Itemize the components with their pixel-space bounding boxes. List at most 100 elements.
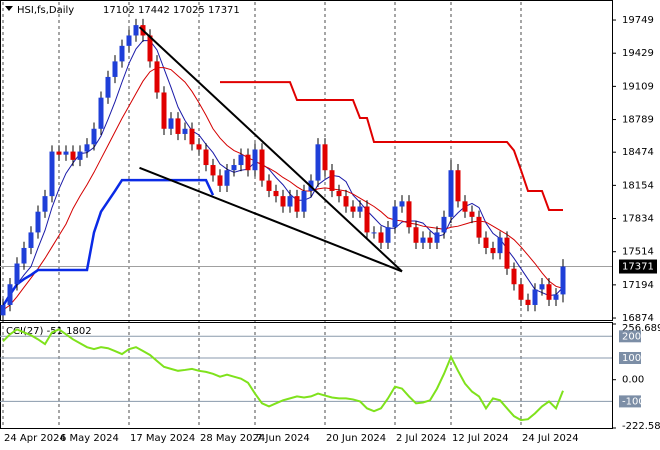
candle-body — [483, 237, 489, 248]
cci-level-box — [619, 395, 641, 408]
candle-body — [84, 144, 90, 152]
candle-body — [56, 151, 62, 155]
candle-body — [343, 196, 349, 207]
cci-level-label: -100 — [622, 396, 645, 407]
candle-body — [266, 180, 272, 191]
candle-body — [21, 247, 27, 264]
candle-body — [399, 201, 405, 207]
candle-body — [392, 206, 398, 228]
x-tick-label: 7 Jun 2024 — [256, 433, 310, 444]
candle-body — [350, 206, 356, 212]
candle-body — [329, 170, 335, 191]
candle-body — [217, 175, 223, 186]
candle-body — [357, 206, 363, 212]
candle-body — [238, 154, 244, 166]
candle-body — [224, 170, 230, 186]
candle-body — [273, 190, 279, 197]
candle-body — [441, 216, 447, 233]
candle-body — [189, 128, 195, 145]
cci-level-label: 200 — [622, 331, 641, 342]
x-tick-label: 6 May 2024 — [60, 433, 119, 444]
candle-body — [525, 299, 531, 305]
x-tick-label: 12 Jul 2024 — [452, 433, 509, 444]
current-price-label: 17371 — [622, 262, 654, 273]
candle-body — [0, 304, 6, 316]
indicator-line — [2, 67, 564, 311]
cci-label: CCI(27) -51.1802 — [6, 326, 92, 337]
candle-body — [406, 201, 412, 228]
candle-body — [322, 144, 328, 171]
candle-body — [259, 149, 265, 181]
candle-body — [63, 151, 69, 155]
y2-tick-label: -222.582 — [622, 421, 660, 432]
x-tick-label: 24 Jul 2024 — [522, 433, 579, 444]
candle-body — [154, 61, 160, 93]
candle-body — [91, 128, 97, 145]
candle-body — [448, 170, 454, 217]
candle-body — [7, 284, 13, 305]
y2-tick-label: 0.00 — [622, 375, 644, 386]
candle-body — [462, 201, 468, 212]
candle-body — [70, 151, 76, 160]
candle-body — [210, 165, 216, 176]
trendline — [138, 26, 403, 273]
candle-body — [560, 266, 566, 295]
candle-body — [539, 284, 545, 290]
candle-body — [364, 206, 370, 233]
cci-level-box — [619, 352, 641, 365]
candle-body — [490, 247, 496, 254]
candle-body — [553, 294, 559, 300]
candle-body — [504, 237, 510, 269]
candle-body — [469, 211, 475, 217]
y-tick-label: 18154 — [622, 180, 654, 191]
candle-body — [532, 289, 538, 305]
x-tick-label: 20 Jun 2024 — [326, 433, 386, 444]
candle-body — [252, 149, 258, 171]
candle-body — [301, 190, 307, 212]
candle-body — [77, 151, 83, 160]
collapse-icon — [5, 6, 13, 11]
y-tick-label: 17514 — [622, 247, 654, 258]
candle-body — [161, 92, 167, 129]
y2-tick-label: 256.6896 — [622, 323, 660, 334]
ohlc-label: 17102 17442 17025 17371 — [103, 5, 240, 16]
candle-body — [112, 61, 118, 77]
candle-body — [427, 237, 433, 243]
candle-body — [280, 196, 286, 207]
current-price-box — [619, 259, 657, 274]
y-tick-label: 19429 — [622, 48, 654, 59]
candle-body — [105, 76, 111, 98]
x-tick-label: 24 Apr 2024 — [4, 433, 66, 444]
candle-body — [168, 118, 174, 129]
candle-body — [175, 118, 181, 134]
candle-body — [476, 216, 482, 238]
chart-title: HSI,fs,Daily — [17, 5, 74, 16]
candle-body — [546, 284, 552, 300]
candle-body — [413, 227, 419, 243]
y-tick-label: 19109 — [622, 81, 654, 92]
candle-body — [133, 25, 139, 36]
candle-body — [98, 97, 104, 129]
trendline — [139, 166, 403, 273]
y-tick-label: 18474 — [622, 147, 654, 158]
candle-body — [147, 35, 153, 62]
y-tick-label: 17834 — [622, 214, 654, 225]
candle-body — [378, 232, 384, 243]
y-tick-label: 16874 — [622, 313, 654, 324]
candle-body — [42, 196, 48, 212]
candle-body — [294, 196, 300, 212]
candle-body — [231, 165, 237, 171]
y-tick-label: 17194 — [622, 280, 654, 291]
candle-body — [287, 196, 293, 207]
candle-body — [245, 154, 251, 171]
candle-body — [126, 35, 132, 46]
candle-body — [14, 263, 20, 285]
candle-body — [434, 232, 440, 243]
y-tick-label: 19749 — [622, 15, 654, 26]
cci-level-box — [619, 330, 641, 343]
x-tick-label: 28 May 2024 — [200, 433, 265, 444]
cci-line — [2, 328, 564, 422]
candle-body — [336, 190, 342, 197]
cci-level-label: 100 — [622, 353, 641, 364]
